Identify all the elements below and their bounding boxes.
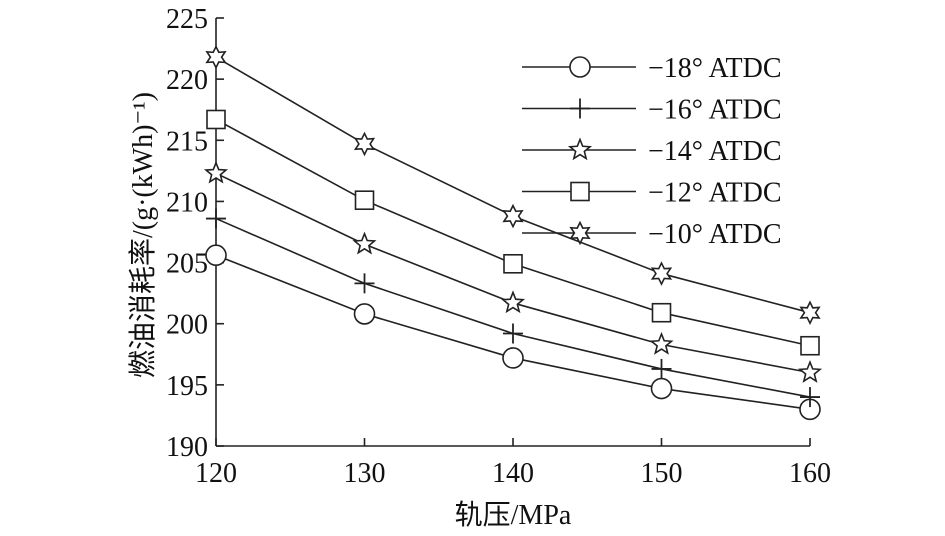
y-tick-label: 190	[166, 432, 208, 463]
data-point	[353, 131, 376, 157]
series-0	[205, 244, 821, 421]
data-point	[203, 160, 229, 184]
legend-label: −10° ATDC	[648, 219, 782, 250]
legend-entry-4: −10° ATDC	[522, 219, 782, 250]
data-point	[352, 231, 377, 255]
data-point	[800, 335, 820, 356]
data-point	[500, 290, 526, 314]
data-point	[503, 323, 523, 344]
y-tick-label: 205	[166, 249, 208, 280]
data-point	[205, 244, 227, 267]
legend-marker	[567, 137, 593, 161]
data-point	[650, 261, 673, 286]
y-axis-title: 燃油消耗率/(g·(kWh)⁻¹)	[127, 92, 159, 378]
legend-label: −16° ATDC	[648, 95, 782, 126]
data-point	[502, 203, 524, 229]
legend-entry-3: −12° ATDC	[522, 178, 782, 209]
series-3	[206, 109, 820, 356]
series-group	[203, 44, 823, 421]
data-point	[650, 377, 673, 400]
legend-marker	[570, 181, 590, 202]
y-tick-label: 200	[166, 310, 208, 341]
series-2	[203, 160, 823, 383]
legend-marker	[569, 56, 591, 78]
x-tick-label: 150	[641, 458, 683, 489]
legend-label: −12° ATDC	[648, 178, 782, 209]
x-tick-label: 160	[789, 458, 831, 489]
data-point	[503, 253, 523, 274]
y-tick-label: 225	[166, 4, 208, 35]
data-point	[502, 347, 524, 369]
data-point	[651, 302, 672, 323]
data-point	[354, 190, 375, 211]
legend-entry-1: −16° ATDC	[522, 95, 782, 126]
data-point	[206, 208, 226, 229]
y-tick-label: 215	[166, 126, 208, 157]
data-point	[799, 300, 821, 326]
data-point	[353, 303, 376, 325]
series-4	[205, 44, 821, 326]
data-point	[800, 387, 820, 408]
x-tick-label: 140	[492, 458, 534, 489]
series-1	[206, 208, 820, 408]
axes: 190 195 200 205 210 215 220 225 120 130 140 150 160	[166, 4, 831, 489]
legend-label: −18° ATDC	[648, 53, 782, 84]
x-tick-label: 120	[195, 458, 237, 489]
y-tick-label: 220	[166, 65, 208, 96]
data-point	[649, 331, 674, 355]
legend-marker	[570, 98, 590, 119]
legend-label: −14° ATDC	[648, 136, 782, 167]
data-point	[354, 273, 375, 294]
legend-entry-0: −18° ATDC	[522, 53, 782, 84]
data-point	[651, 358, 672, 379]
y-tick-label: 210	[166, 187, 208, 218]
legend-entry-2: −14° ATDC	[522, 136, 782, 167]
x-tick-label: 130	[344, 458, 386, 489]
x-axis-title: 轨压/MPa	[455, 499, 572, 531]
data-point	[206, 109, 226, 130]
y-tick-label: 195	[166, 371, 208, 402]
legend: −18° ATDC −16° ATDC −14° ATDC −12° ATDC −10°…	[522, 53, 782, 250]
legend-marker	[569, 220, 591, 246]
data-point	[797, 359, 823, 383]
data-point	[205, 44, 227, 70]
